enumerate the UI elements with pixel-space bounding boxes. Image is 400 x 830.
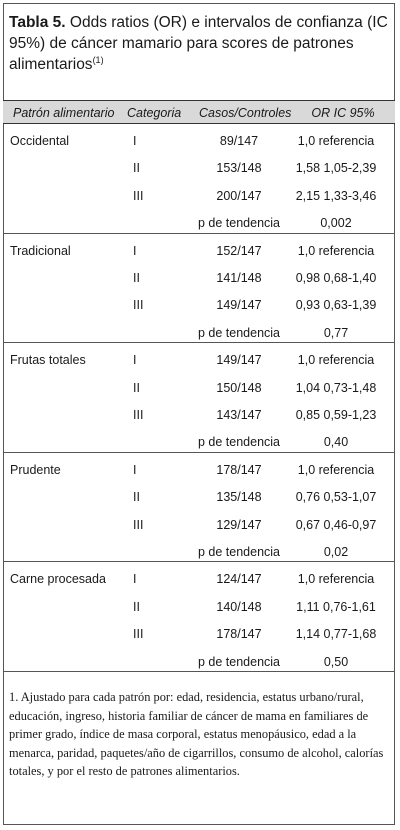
cases-controls-cell: 140/148 <box>216 599 262 614</box>
or-ci-cell: 0,85 0,59-1,23 <box>295 408 377 422</box>
or-ci-cell: 1,0 referencia <box>297 572 375 587</box>
cases-controls-cell: 200/147 <box>216 188 262 203</box>
group-separator <box>3 561 395 563</box>
or-ci-cell: 0,67 0,46-0,97 <box>295 517 377 532</box>
category-cell: III <box>133 517 144 532</box>
table-frame <box>3 3 395 825</box>
trend-value: 0,50 <box>323 654 349 669</box>
cases-controls-cell: 152/147 <box>216 243 262 258</box>
trend-value: 0,40 <box>323 435 349 450</box>
cases-controls-cell: 135/148 <box>216 490 262 505</box>
or-ci-cell: 0,76 0,53-1,07 <box>295 490 377 505</box>
category-cell: III <box>133 627 144 642</box>
cases-controls-cell: 141/148 <box>216 271 262 285</box>
cases-controls-cell: 89/147 <box>219 134 259 148</box>
or-ci-cell: 1,14 0,77-1,68 <box>295 627 377 642</box>
category-cell: II <box>133 490 140 505</box>
category-cell: III <box>133 188 144 203</box>
pattern-name: Tradicional <box>10 243 71 258</box>
or-ci-cell: 1,04 0,73-1,48 <box>295 380 377 395</box>
group-separator <box>3 671 395 672</box>
or-ci-cell: 1,58 1,05-2,39 <box>295 161 377 176</box>
trend-label: p de tendencia <box>198 654 281 669</box>
or-ci-cell: 0,98 0,68-1,40 <box>295 271 377 285</box>
cases-controls-cell: 153/148 <box>216 161 262 176</box>
cases-controls-cell: 150/148 <box>216 380 262 395</box>
cases-controls-cell: 178/147 <box>216 462 262 477</box>
or-ci-cell: 2,15 1,33-3,46 <box>295 188 377 203</box>
cases-controls-cell: 149/147 <box>216 353 262 368</box>
trend-value: 0,02 <box>323 545 349 559</box>
or-ci-cell: 1,0 referencia <box>297 462 375 477</box>
or-ci-cell: 0,93 0,63-1,39 <box>295 298 377 313</box>
cases-controls-cell: 124/147 <box>216 572 262 587</box>
caption-footnote-ref: (1) <box>92 54 104 65</box>
category-cell: II <box>133 161 140 176</box>
category-cell: I <box>133 353 137 368</box>
pattern-name: Frutas totales <box>10 353 86 368</box>
group-separator <box>3 232 395 234</box>
header-patron: Patrón alimentario <box>13 106 115 120</box>
category-cell: II <box>133 271 140 285</box>
group-separator <box>3 451 395 453</box>
group-separator <box>3 342 395 344</box>
category-cell: I <box>133 134 137 148</box>
category-cell: II <box>133 599 140 614</box>
table-header: Patrón alimentario Categoria Casos/Contr… <box>3 100 395 124</box>
footnote: 1. Ajustado para cada patrón por: edad, … <box>9 690 384 779</box>
trend-label: p de tendencia <box>198 216 281 231</box>
cases-controls-cell: 149/147 <box>216 298 262 313</box>
pattern-name: Carne procesada <box>10 572 106 587</box>
category-cell: I <box>133 572 137 587</box>
category-cell: III <box>133 298 144 313</box>
trend-value: 0,77 <box>323 325 349 340</box>
cases-controls-cell: 129/147 <box>216 517 262 532</box>
trend-label: p de tendencia <box>198 435 281 450</box>
pattern-name: Prudente <box>10 462 61 477</box>
cases-controls-cell: 178/147 <box>216 627 262 642</box>
or-ci-cell: 1,11 0,76-1,61 <box>296 599 376 614</box>
cases-controls-cell: 143/147 <box>216 408 262 422</box>
trend-label: p de tendencia <box>198 325 281 340</box>
header-casos: Casos/Controles <box>199 106 292 120</box>
table-label: Tabla 5. <box>9 14 66 31</box>
header-or: OR IC 95% <box>311 106 375 120</box>
or-ci-cell: 1,0 referencia <box>297 243 375 258</box>
category-cell: III <box>133 408 144 422</box>
or-ci-cell: 1,0 referencia <box>297 134 375 148</box>
trend-value: 0,002 <box>320 216 352 231</box>
table-title: Tabla 5. Odds ratios (OR) e intervalos d… <box>9 12 391 75</box>
category-cell: I <box>133 243 137 258</box>
table-caption: Odds ratios (OR) e intervalos de confian… <box>9 14 388 73</box>
category-cell: I <box>133 462 137 477</box>
trend-label: p de tendencia <box>198 545 281 559</box>
header-categoria: Categoria <box>127 106 182 120</box>
category-cell: II <box>133 380 140 395</box>
or-ci-cell: 1,0 referencia <box>297 353 375 368</box>
pattern-name: Occidental <box>10 134 70 148</box>
